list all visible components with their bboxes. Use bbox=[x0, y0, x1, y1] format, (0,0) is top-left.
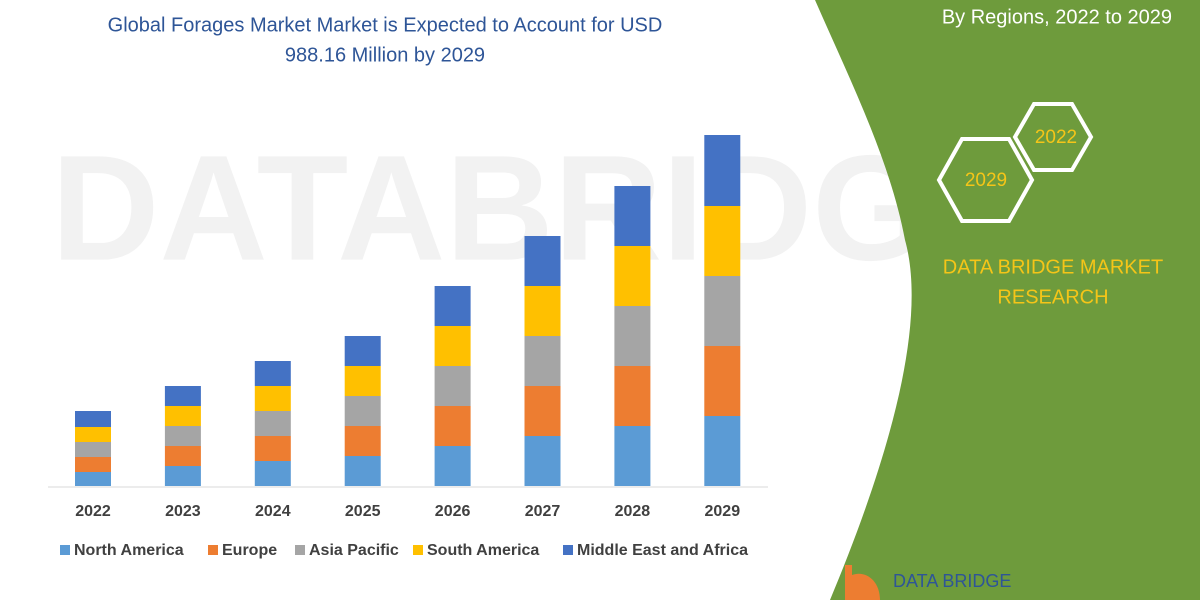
bar-segment bbox=[524, 436, 561, 486]
x-tick-label: 2025 bbox=[345, 503, 381, 520]
bar-segment bbox=[614, 306, 651, 366]
x-tick-label: 2027 bbox=[525, 503, 561, 520]
bar-segment bbox=[704, 416, 741, 486]
bar-segment bbox=[75, 427, 111, 442]
bar-segment bbox=[614, 186, 651, 246]
chart-title: Global Forages Market Market is Expected… bbox=[108, 14, 663, 36]
bar-segment bbox=[254, 386, 291, 411]
bar-segment bbox=[434, 326, 471, 366]
bar-segment bbox=[524, 336, 561, 386]
bar-segment bbox=[434, 406, 471, 446]
bar-segment bbox=[254, 436, 291, 461]
bar-segment bbox=[254, 461, 291, 486]
bar-segment bbox=[524, 386, 561, 436]
hex-label: 2029 bbox=[965, 170, 1007, 191]
bar-segment bbox=[164, 426, 201, 446]
legend-label: Middle East and Africa bbox=[577, 542, 748, 559]
x-tick-label: 2029 bbox=[705, 503, 741, 520]
x-tick-label: 2024 bbox=[255, 503, 291, 520]
bar-segment bbox=[344, 396, 381, 426]
legend-swatch bbox=[413, 545, 423, 555]
brand-text: RESEARCH bbox=[997, 286, 1108, 308]
chart-title: 988.16 Million by 2029 bbox=[285, 44, 485, 66]
bar-segment bbox=[254, 411, 291, 436]
bar-segment bbox=[434, 286, 471, 326]
x-tick-label: 2022 bbox=[75, 503, 111, 520]
logo-mark bbox=[845, 565, 880, 600]
bar-segment bbox=[614, 246, 651, 306]
bar-segment bbox=[344, 336, 381, 366]
bar-segment bbox=[75, 472, 111, 486]
bar-segment bbox=[344, 456, 381, 486]
bar-segment bbox=[164, 446, 201, 466]
x-tick-label: 2028 bbox=[615, 503, 651, 520]
bar-segment bbox=[614, 426, 651, 486]
logo-text: DATA BRIDGE bbox=[893, 571, 1011, 591]
bar-segment bbox=[614, 366, 651, 426]
bar-segment bbox=[254, 361, 291, 386]
bar-segment bbox=[164, 466, 201, 486]
legend-swatch bbox=[60, 545, 70, 555]
hexagon bbox=[1012, 102, 1094, 172]
bar-segment bbox=[434, 366, 471, 406]
bar-segment bbox=[164, 406, 201, 426]
panel-subtitle: By Regions, 2022 to 2029 bbox=[942, 6, 1172, 28]
bar-segment bbox=[75, 442, 111, 457]
bar-segment bbox=[524, 236, 561, 286]
legend-label: Asia Pacific bbox=[309, 542, 399, 559]
hex-label: 2022 bbox=[1035, 127, 1077, 148]
bar-segment bbox=[704, 206, 741, 276]
bar-segment bbox=[75, 411, 111, 427]
bar-segment bbox=[524, 286, 561, 336]
legend-label: Europe bbox=[222, 542, 277, 559]
brand-text: DATA BRIDGE MARKET bbox=[943, 256, 1163, 278]
legend-label: South America bbox=[427, 542, 539, 559]
legend-swatch bbox=[208, 545, 218, 555]
bar-segment bbox=[704, 135, 741, 206]
bar-segment bbox=[434, 446, 471, 486]
x-tick-label: 2023 bbox=[165, 503, 201, 520]
hexagon bbox=[936, 137, 1035, 223]
bar-segment bbox=[704, 276, 741, 346]
legend-swatch bbox=[295, 545, 305, 555]
x-tick-label: 2026 bbox=[435, 503, 471, 520]
legend-label: North America bbox=[74, 542, 184, 559]
bar-segment bbox=[75, 457, 111, 472]
bar-segment bbox=[704, 346, 741, 416]
bar-segment bbox=[344, 426, 381, 456]
legend-swatch bbox=[563, 545, 573, 555]
bar-segment bbox=[344, 366, 381, 396]
bar-segment bbox=[164, 386, 201, 406]
green-panel bbox=[815, 0, 1200, 600]
